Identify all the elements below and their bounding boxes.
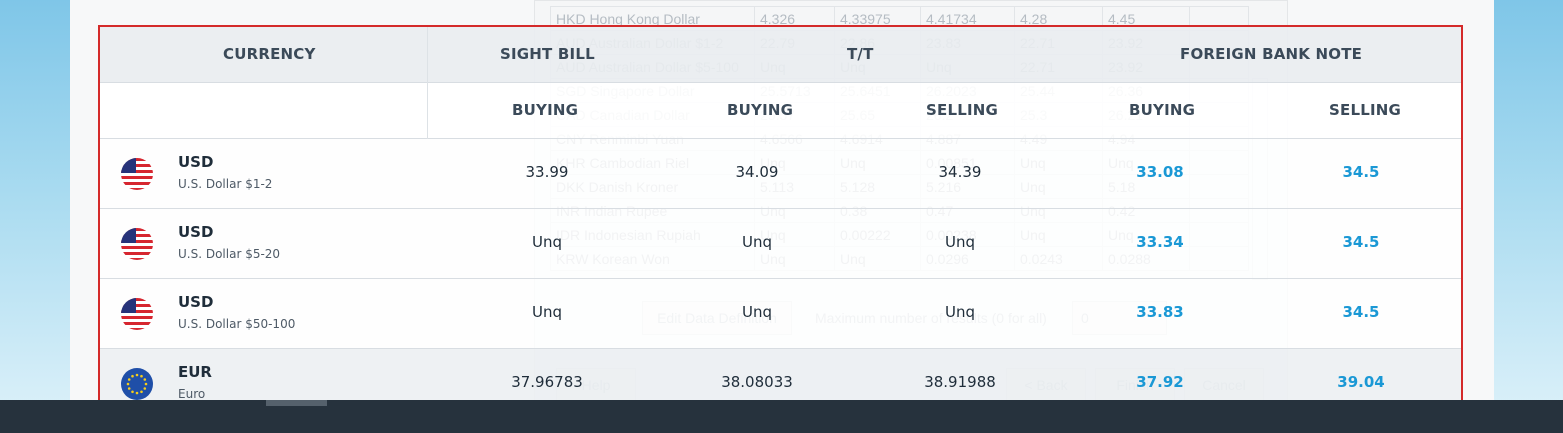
note-buying-header: BUYING (1129, 101, 1196, 119)
note-selling-value: 34.5 (1342, 163, 1380, 181)
active-tab-indicator[interactable] (266, 400, 327, 406)
sight-bill-buying-value: Unq (531, 233, 562, 251)
us-flag-icon (121, 228, 153, 260)
us-flag-icon (121, 298, 153, 330)
tt-selling-value: 34.39 (938, 163, 982, 181)
tt-buying-header: BUYING (727, 101, 794, 119)
currency-name: Euro (178, 387, 206, 401)
foreign-bank-note-header: FOREIGN BANK NOTE (1180, 45, 1363, 63)
currency-name: U.S. Dollar $1-2 (178, 177, 273, 191)
tt-buying-value: 34.09 (735, 163, 779, 181)
sight-bill-buying-header: BUYING (512, 101, 579, 119)
currency-name: U.S. Dollar $5-20 (178, 247, 281, 261)
note-buying-value: 33.08 (1136, 163, 1184, 181)
column-divider (427, 27, 428, 139)
background-table-cell: HKD Hong Kong Dollar (550, 6, 755, 31)
table-row: USD U.S. Dollar $5-20 Unq Unq Unq 33.34 34.5 (100, 209, 1461, 279)
note-selling-value: 39.04 (1337, 373, 1385, 391)
tt-selling-value: Unq (944, 303, 975, 321)
sight-bill-header: SIGHT BILL (500, 45, 595, 63)
tt-header: T/T (847, 45, 874, 63)
note-buying-value: 33.34 (1136, 233, 1184, 251)
exchange-rate-table: CURRENCY SIGHT BILL T/T FOREIGN BANK NOT… (98, 25, 1463, 408)
eu-flag-icon (121, 368, 153, 400)
us-flag-icon (121, 158, 153, 190)
note-buying-value: 33.83 (1136, 303, 1184, 321)
bottom-bar (0, 400, 1563, 433)
currency-code: USD (178, 223, 214, 241)
tt-buying-value: 38.08033 (721, 373, 793, 391)
sight-bill-buying-value: 33.99 (525, 163, 569, 181)
note-selling-header: SELLING (1329, 101, 1402, 119)
currency-code: USD (178, 293, 214, 311)
table-row: EUR Euro 37.96783 38.08033 38.91988 37.92 39.0… (100, 349, 1461, 406)
subheader-row: BUYING BUYING SELLING BUYING SELLING (100, 83, 1461, 139)
currency-code: USD (178, 153, 214, 171)
note-selling-value: 34.5 (1342, 303, 1380, 321)
note-selling-value: 34.5 (1342, 233, 1380, 251)
table-row: USD U.S. Dollar $50-100 Unq Unq Unq 33.83 34.5 (100, 279, 1461, 349)
sight-bill-buying-value: 37.96783 (511, 373, 583, 391)
tt-selling-value: Unq (944, 233, 975, 251)
date-format-hint: Format : DD/MM/YYYY (752, 0, 876, 2)
tt-selling-header: SELLING (926, 101, 999, 119)
table-row: USD U.S. Dollar $1-2 33.99 34.09 34.39 33.08 3… (100, 139, 1461, 209)
tt-selling-value: 38.91988 (924, 373, 996, 391)
note-buying-value: 37.92 (1136, 373, 1184, 391)
header-row: CURRENCY SIGHT BILL T/T FOREIGN BANK NOT… (100, 27, 1461, 83)
currency-header: CURRENCY (223, 45, 316, 63)
currency-name: U.S. Dollar $50-100 (178, 317, 296, 331)
currency-code: EUR (178, 363, 212, 381)
tt-buying-value: Unq (741, 303, 772, 321)
sight-bill-buying-value: Unq (531, 303, 562, 321)
tt-buying-value: Unq (741, 233, 772, 251)
